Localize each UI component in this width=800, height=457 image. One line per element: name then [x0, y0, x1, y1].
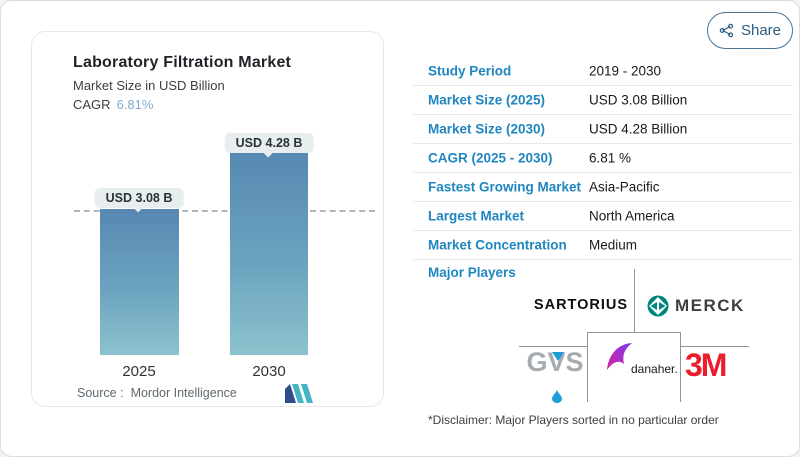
mordor-intelligence-logo-icon [285, 384, 313, 408]
chart-card: Laboratory Filtration Market Market Size… [31, 31, 384, 407]
gvs-drop-icon [552, 379, 562, 410]
share-label: Share [740, 22, 782, 39]
row-value: 6.81 % [589, 150, 632, 166]
cagr-line: CAGR 6.81% [73, 97, 153, 112]
major-players-label: Major Players [428, 265, 516, 280]
share-button[interactable]: Share [707, 12, 793, 49]
facts-table: Study Period 2019 - 2030 Market Size (20… [413, 57, 793, 260]
chart-title: Laboratory Filtration Market [73, 54, 292, 71]
row-label: Fastest Growing Market [428, 179, 582, 195]
danaher-swoosh-icon [605, 340, 635, 379]
danaher-wordmark: danaher. [631, 362, 678, 376]
share-icon [719, 23, 734, 38]
row-value: 2019 - 2030 [589, 63, 662, 79]
value-label-2025: USD 3.08 B [94, 188, 184, 208]
connector-line [519, 346, 587, 347]
row-label: Market Size (2030) [428, 121, 546, 137]
row-label: Largest Market [428, 208, 525, 224]
row-value: USD 3.08 Billion [589, 92, 688, 108]
table-row: Market Concentration Medium [413, 231, 793, 260]
danaher-logo: danaher. [593, 338, 678, 382]
gvs-triangle-icon [552, 352, 564, 361]
source-label: Source : [77, 386, 124, 400]
3m-logo: 3M [685, 347, 727, 383]
sartorius-logo: SARTORIUS [533, 297, 629, 313]
row-label: Market Size (2025) [428, 92, 546, 108]
value-label-2030: USD 4.28 B [224, 133, 314, 153]
row-label: Study Period [428, 63, 512, 79]
source-line: Source : Mordor Intelligence [77, 386, 237, 400]
x-tick-2030: 2030 [252, 363, 286, 380]
table-row: CAGR (2025 - 2030) 6.81 % [413, 144, 793, 173]
table-row: Market Size (2025) USD 3.08 Billion [413, 86, 793, 115]
bar-2030 [230, 152, 308, 355]
chart-subtitle: Market Size in USD Billion [73, 78, 225, 93]
connector-line [681, 346, 749, 347]
row-label: CAGR (2025 - 2030) [428, 150, 553, 166]
gvs-logo: GVS [521, 347, 589, 403]
connector-line [634, 269, 635, 332]
row-value: Asia-Pacific [589, 179, 660, 195]
merck-icon [647, 295, 669, 317]
row-value: USD 4.28 Billion [589, 121, 688, 137]
danaher-logo-frame [587, 332, 681, 402]
row-value: North America [589, 208, 675, 224]
merck-wordmark: MERCK [675, 296, 745, 315]
row-value: Medium [589, 237, 638, 253]
x-tick-2025: 2025 [122, 363, 156, 380]
merck-logo: MERCK [647, 295, 745, 317]
disclaimer-text: *Disclaimer: Major Players sorted in no … [428, 413, 719, 427]
row-label: Market Concentration [428, 237, 567, 253]
table-row: Largest Market North America [413, 202, 793, 231]
cagr-value: 6.81% [116, 97, 154, 112]
table-row: Study Period 2019 - 2030 [413, 57, 793, 86]
table-row: Market Size (2030) USD 4.28 Billion [413, 115, 793, 144]
cagr-label: CAGR [73, 97, 111, 112]
reference-dashed-line [74, 210, 375, 212]
table-row: Fastest Growing Market Asia-Pacific [413, 173, 793, 202]
source-value: Mordor Intelligence [130, 386, 237, 400]
bar-2025 [100, 209, 179, 355]
